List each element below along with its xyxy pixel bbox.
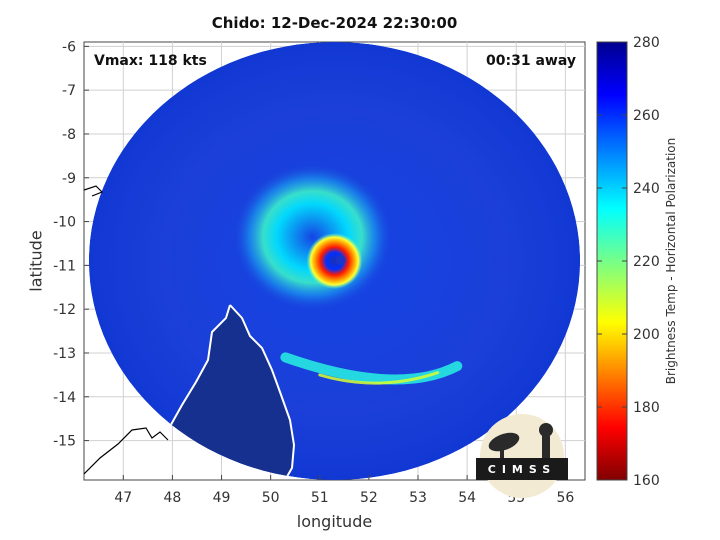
x-axis-label: longitude [296, 512, 373, 531]
y-tick-label: -14 [53, 390, 76, 406]
rainband-south [280, 352, 463, 385]
y-tick-label: -9 [62, 171, 76, 187]
x-tick-label: 51 [311, 490, 329, 506]
colorbar-tick-label: 260 [633, 108, 660, 124]
y-axis-label: latitude [26, 230, 46, 292]
logo-text: CIMSS [487, 463, 557, 476]
x-tick-label: 48 [163, 490, 181, 506]
colorbar-tick-label: 160 [633, 473, 660, 489]
colorbar-tick-label: 220 [633, 254, 660, 270]
swath [88, 42, 581, 480]
madagascar-land [160, 305, 294, 480]
rainband-south-core [318, 371, 440, 385]
coastline-outside [84, 185, 169, 475]
y-tick-label: -11 [53, 258, 76, 274]
colorbar-ticks: 280 260 240 220 200 180 160 [597, 35, 660, 489]
chart-title: Chido: 12-Dec-2024 22:30:00 [211, 14, 458, 32]
y-tick-label: -15 [53, 434, 76, 450]
colorbar-tick-label: 240 [633, 181, 660, 197]
rainband-outer [232, 163, 393, 311]
y-axis: -6 -7 -8 -9 -10 -11 -12 -13 -14 -15 [53, 39, 89, 450]
colorbar-tick-label: 280 [633, 35, 660, 51]
y-tick-label: -6 [62, 39, 76, 55]
vmax-annotation: Vmax: 118 kts [94, 53, 207, 69]
cimss-logo [476, 414, 568, 498]
colorbar-label: Brightness Temp - Horizontal Polarizatio… [664, 137, 678, 385]
eye [335, 255, 346, 265]
x-tick-label: 53 [409, 490, 427, 506]
x-tick-label: 49 [213, 490, 231, 506]
y-tick-label: -10 [53, 215, 76, 231]
x-tick-label: 50 [262, 490, 280, 506]
x-tick-label: 56 [556, 490, 574, 506]
x-tick-label: 54 [458, 490, 476, 506]
x-axis: 47 48 49 50 51 52 53 54 55 56 [114, 475, 574, 506]
y-tick-label: -12 [53, 302, 76, 318]
time-away-annotation: 00:31 away [486, 53, 576, 69]
y-tick-label: -13 [53, 346, 76, 362]
colorbar-tick-label: 180 [633, 400, 660, 416]
eyewall [306, 233, 363, 289]
x-tick-label: 47 [114, 490, 132, 506]
colorbar-tick-label: 200 [633, 327, 660, 343]
x-tick-label: 52 [360, 490, 378, 506]
y-tick-label: -7 [62, 83, 76, 99]
y-tick-label: -8 [62, 127, 76, 143]
